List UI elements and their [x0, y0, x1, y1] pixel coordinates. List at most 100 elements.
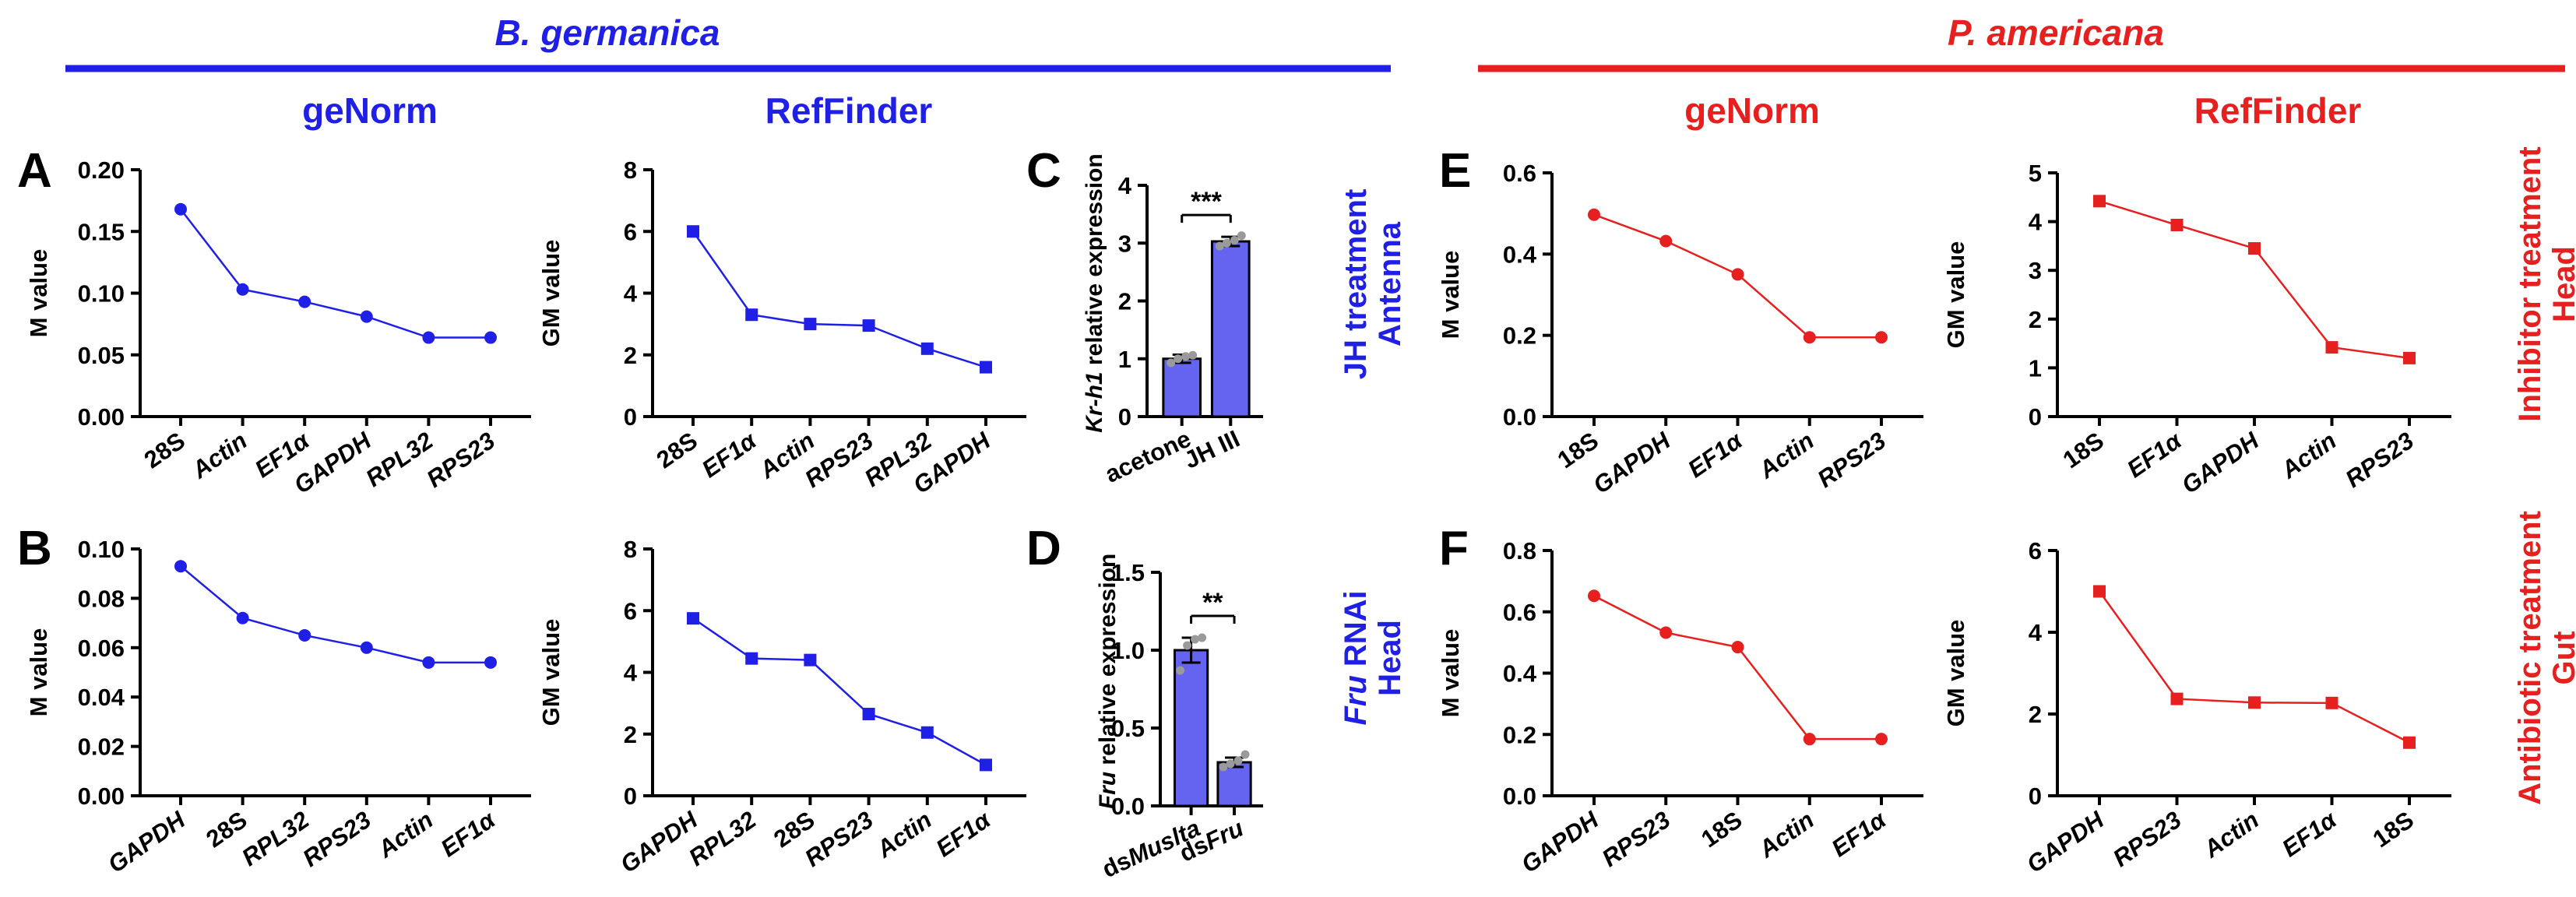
- x-tick-label-F-0: GAPDH: [1516, 806, 1603, 878]
- bar-C-1: [1210, 240, 1251, 418]
- left-species-title: B. germanica: [495, 12, 720, 53]
- col-reffinder-right: RefFinder: [2194, 90, 2362, 131]
- y-axis-label-gene-D: Fru: [1095, 772, 1121, 809]
- data-point-B-0: [174, 560, 187, 573]
- y-tick-label-F-2: 0.4: [1503, 660, 1537, 688]
- x-tick-label-C-0: acetone: [1101, 425, 1195, 488]
- replicate-dot-C-1-2: [1230, 236, 1239, 245]
- data-point-A2-3: [862, 319, 875, 332]
- data-point-A2-1: [745, 308, 758, 322]
- replicate-dot-C-1-3: [1237, 231, 1246, 241]
- x-tick-label-B2-4: Actin: [871, 806, 936, 864]
- side-label-inhibitor: Inhibitor treatment Head: [2513, 146, 2576, 421]
- replicate-dot-C-1-0: [1215, 241, 1224, 251]
- data-point-A-3: [360, 310, 373, 323]
- y-tick-label-A-1: 0.05: [78, 342, 125, 369]
- y-tick-label-F2-2: 4: [2029, 619, 2043, 646]
- replicate-dot-D-1-0: [1219, 762, 1228, 772]
- y-axis-label-E: M value: [1437, 251, 1464, 339]
- y-axis-label-E2: GM value: [1942, 241, 1969, 349]
- y-tick-label-C-1: 1: [1118, 346, 1131, 373]
- side-label-fru-italic: Fru: [1339, 675, 1373, 725]
- y-tick-label-F-4: 0.8: [1503, 537, 1536, 565]
- data-point-E2-4: [2403, 351, 2416, 364]
- data-point-E-1: [1659, 234, 1673, 248]
- x-tick-label-B-2: RPL32: [237, 806, 314, 871]
- x-tick-label-B-3: RPS23: [297, 806, 376, 872]
- side-label-jh: JH treatment Antenna: [1339, 189, 1407, 380]
- y-tick-label-C-4: 4: [1118, 172, 1132, 199]
- data-point-F-4: [1875, 733, 1888, 746]
- data-point-A2-5: [980, 361, 992, 374]
- data-point-E-4: [1875, 331, 1888, 344]
- y-tick-label-E2-1: 1: [2029, 354, 2042, 382]
- x-tick-label-A-1: Actin: [186, 427, 252, 484]
- x-tick-label-B2-5: EF1α: [931, 805, 997, 862]
- y-tick-label-F2-3: 6: [2029, 537, 2042, 565]
- series-line-A: [180, 208, 491, 339]
- x-tick-label-A-5: RPS23: [421, 427, 500, 493]
- data-point-B-1: [236, 611, 249, 624]
- data-point-E2-2: [2248, 242, 2261, 255]
- data-point-A2-0: [687, 225, 699, 238]
- replicate-dot-D-1-2: [1233, 756, 1243, 765]
- y-axis-label-gene-C: Kr-h1: [1082, 371, 1107, 432]
- data-point-E-0: [1588, 208, 1600, 221]
- y-tick-label-E-0: 0.0: [1503, 403, 1536, 431]
- x-tick-label-B2-0: GAPDH: [615, 806, 702, 878]
- x-tick-label-F2-2: Actin: [2198, 806, 2264, 864]
- data-point-A-0: [174, 202, 187, 216]
- replicate-dot-D-0-3: [1198, 633, 1207, 642]
- y-tick-label-D-1: 0.5: [1111, 715, 1145, 742]
- series-line-A2: [692, 230, 987, 368]
- side-label-fru-line1: Fru RNAi: [1339, 590, 1373, 725]
- y-tick-label-B2-2: 4: [624, 660, 638, 687]
- x-tick-label-F2-4: 18S: [2368, 806, 2419, 853]
- y-tick-label-D-3: 1.5: [1111, 559, 1145, 586]
- data-point-E2-1: [2170, 218, 2184, 231]
- col-genorm-left: geNorm: [302, 90, 438, 131]
- data-point-B-3: [360, 641, 373, 654]
- x-tick-label-F2-3: EF1α: [2277, 805, 2342, 862]
- replicate-dot-C-0-1: [1174, 354, 1183, 364]
- y-tick-label-A2-3: 6: [624, 218, 637, 245]
- y-tick-label-A-2: 0.10: [78, 280, 125, 308]
- x-tick-label-A2-0: 28S: [652, 427, 702, 473]
- y-axis-label-rest-D: relative expression: [1095, 554, 1121, 772]
- x-tick-label-B-0: GAPDH: [103, 806, 190, 878]
- data-point-A2-2: [804, 318, 817, 331]
- y-axis-label-B: M value: [25, 628, 52, 717]
- right-species-title: P. americana: [1948, 12, 2164, 53]
- significance-label-C: ***: [1191, 187, 1222, 216]
- y-axis-label-A2: GM value: [537, 240, 565, 347]
- data-point-F-1: [1659, 626, 1673, 639]
- x-tick-label-E-2: EF1α: [1683, 426, 1748, 483]
- data-point-B-5: [484, 656, 497, 669]
- data-point-F-3: [1803, 733, 1816, 746]
- panel-letter-a: A: [17, 144, 52, 198]
- y-tick-label-B-4: 0.08: [78, 585, 125, 612]
- y-tick-label-A2-0: 0: [624, 403, 637, 431]
- data-point-E2-0: [2093, 195, 2106, 208]
- side-label-antibiotic-line1: Antibiotic treatment: [2513, 511, 2547, 805]
- y-tick-label-B-2: 0.04: [78, 684, 125, 711]
- side-label-inhibitor-line1: Inhibitor treatment: [2513, 146, 2547, 421]
- y-tick-label-E2-2: 2: [2029, 306, 2042, 333]
- data-point-F2-3: [2325, 696, 2338, 709]
- data-point-F2-4: [2403, 736, 2416, 749]
- x-tick-label-A2-3: RPS23: [800, 427, 878, 493]
- data-point-A-1: [236, 283, 249, 296]
- x-tick-label-F2-1: RPS23: [2108, 806, 2187, 872]
- y-tick-label-E-2: 0.4: [1503, 241, 1537, 268]
- y-tick-label-B-3: 0.06: [78, 635, 125, 662]
- x-tick-label-B2-1: RPL32: [684, 806, 761, 871]
- panel-letter-f: F: [1439, 522, 1469, 575]
- x-tick-label-F-2: 18S: [1696, 806, 1747, 853]
- significance-label-D: **: [1202, 588, 1223, 617]
- data-point-E2-3: [2325, 341, 2338, 354]
- side-label-jh-line1: JH treatment: [1339, 189, 1373, 380]
